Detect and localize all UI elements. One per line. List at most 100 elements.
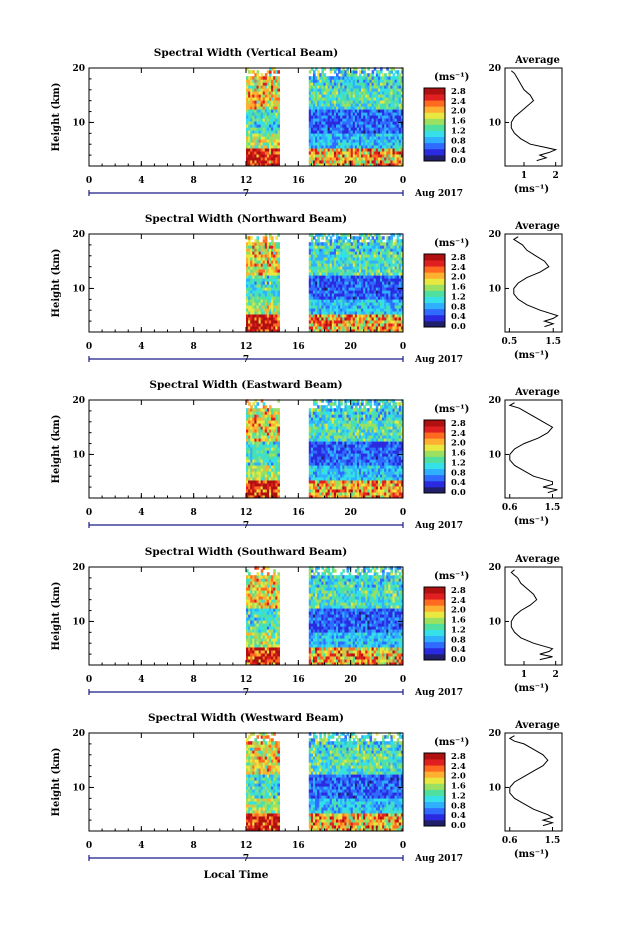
colorbar-swatch	[424, 131, 445, 137]
heatmap-cell	[317, 70, 320, 74]
heatmap-cell	[277, 420, 280, 424]
panel-title: Spectral Width (Northward Beam)	[145, 213, 347, 225]
heatmap-cell	[269, 70, 272, 74]
heatmap-cell	[315, 402, 318, 406]
heatmap-cell	[372, 73, 375, 77]
heatmap-cell	[277, 103, 280, 107]
avg-x-tick-label: 0.5	[502, 337, 518, 347]
heatmap-cell	[265, 73, 268, 77]
heatmap-cell	[277, 290, 280, 294]
average-title: Average	[514, 221, 560, 232]
heatmap-cell	[277, 245, 280, 249]
avg-y-tick-label: 20	[488, 230, 501, 240]
heatmap-cell	[265, 405, 268, 409]
heatmap-cell	[277, 260, 280, 264]
colorbar-tick-label: 2.4	[451, 263, 466, 273]
heatmap-cell	[269, 73, 272, 77]
heatmap-cell	[277, 444, 280, 448]
x-tick-label: 4	[138, 342, 144, 352]
colorbar-swatch	[424, 309, 445, 315]
heatmap-cell	[265, 239, 268, 243]
heatmap-cell	[257, 239, 260, 243]
colorbar-tick-label: 2.0	[451, 273, 466, 283]
heatmap-cell	[388, 73, 391, 77]
colorbar-swatch	[424, 106, 445, 112]
heatmap-cell	[277, 453, 280, 457]
heatmap-cell	[334, 70, 337, 74]
x-tick-label: 8	[191, 176, 197, 186]
colorbar-tick-label: 0.4	[451, 312, 466, 322]
heatmap-cell	[277, 323, 280, 327]
heatmap-cell	[277, 411, 280, 415]
heatmap-cell	[277, 477, 280, 481]
heatmap-cell	[277, 145, 280, 149]
x-tick-label: 0	[400, 342, 406, 352]
heatmap-cell	[277, 287, 280, 291]
colorbar-tick-label: 0.0	[451, 322, 466, 332]
heatmap	[246, 399, 404, 498]
heatmap-cell	[277, 296, 280, 300]
average-frame	[505, 234, 562, 332]
heatmap-cell	[277, 311, 280, 315]
colorbar-swatch	[424, 321, 445, 327]
colorbar-swatch	[424, 266, 445, 272]
heatmap-cell	[349, 239, 352, 243]
heatmap-cell	[277, 151, 280, 155]
heatmap-cell	[277, 124, 280, 128]
heatmap-cell	[277, 275, 280, 279]
heatmap-cell	[254, 405, 257, 409]
y-tick-label: 10	[72, 284, 85, 294]
avg-x-label: (ms⁻¹)	[514, 350, 549, 361]
heatmap-cell	[277, 492, 280, 496]
colorbar-swatch	[424, 272, 445, 278]
heatmap-cell	[390, 236, 393, 240]
heatmap-cell	[277, 317, 280, 321]
heatmap-cell	[277, 266, 280, 270]
heatmap-cell	[277, 441, 280, 445]
heatmap-cell	[277, 118, 280, 122]
heatmap-cell	[252, 70, 255, 74]
colorbar-swatch	[424, 125, 445, 131]
heatmap-cell	[277, 480, 280, 484]
colorbar-swatch	[424, 149, 445, 155]
colorbar-tick-label: 2.0	[451, 107, 466, 117]
heatmap-cell	[277, 456, 280, 460]
date-label: Aug 2017	[414, 355, 463, 365]
heatmap-cell	[277, 465, 280, 469]
heatmap-cell	[330, 236, 333, 240]
heatmap-cell	[277, 94, 280, 98]
colorbar-swatch	[424, 315, 445, 321]
colorbar-unit: (ms⁻¹)	[434, 238, 469, 249]
heatmap-cell	[277, 136, 280, 140]
heatmap-cell	[357, 239, 360, 243]
heatmap-cell	[277, 148, 280, 152]
y-tick-label: 20	[72, 230, 85, 240]
colorbar-tick-label: 2.8	[451, 253, 466, 263]
heatmap-cell	[277, 100, 280, 104]
heatmap-cell	[277, 429, 280, 433]
heatmap-cell	[277, 133, 280, 137]
heatmap-cell	[367, 236, 370, 240]
heatmap-cell	[277, 254, 280, 258]
colorbar-tick-label: 1.2	[451, 292, 466, 302]
panel-title: Spectral Width (Vertical Beam)	[154, 47, 338, 59]
heatmap-cell	[277, 106, 280, 110]
avg-y-tick-label: 20	[488, 64, 501, 74]
colorbar-swatch	[424, 284, 445, 290]
heatmap-cell	[257, 70, 260, 74]
heatmap-cell	[355, 70, 358, 74]
average-frame	[505, 68, 562, 166]
heatmap-cell	[277, 414, 280, 418]
colorbar-swatch	[424, 100, 445, 106]
heatmap-cell	[277, 426, 280, 430]
colorbar-swatch	[424, 303, 445, 309]
heatmap-cell	[263, 402, 266, 406]
colorbar-swatch	[424, 155, 445, 161]
heatmap-cell	[250, 405, 253, 409]
heatmap-cell	[382, 236, 385, 240]
heatmap-cell	[390, 70, 393, 74]
heatmap-cell	[311, 239, 314, 243]
heatmap-cell	[326, 236, 329, 240]
heatmap-cell	[390, 239, 393, 243]
